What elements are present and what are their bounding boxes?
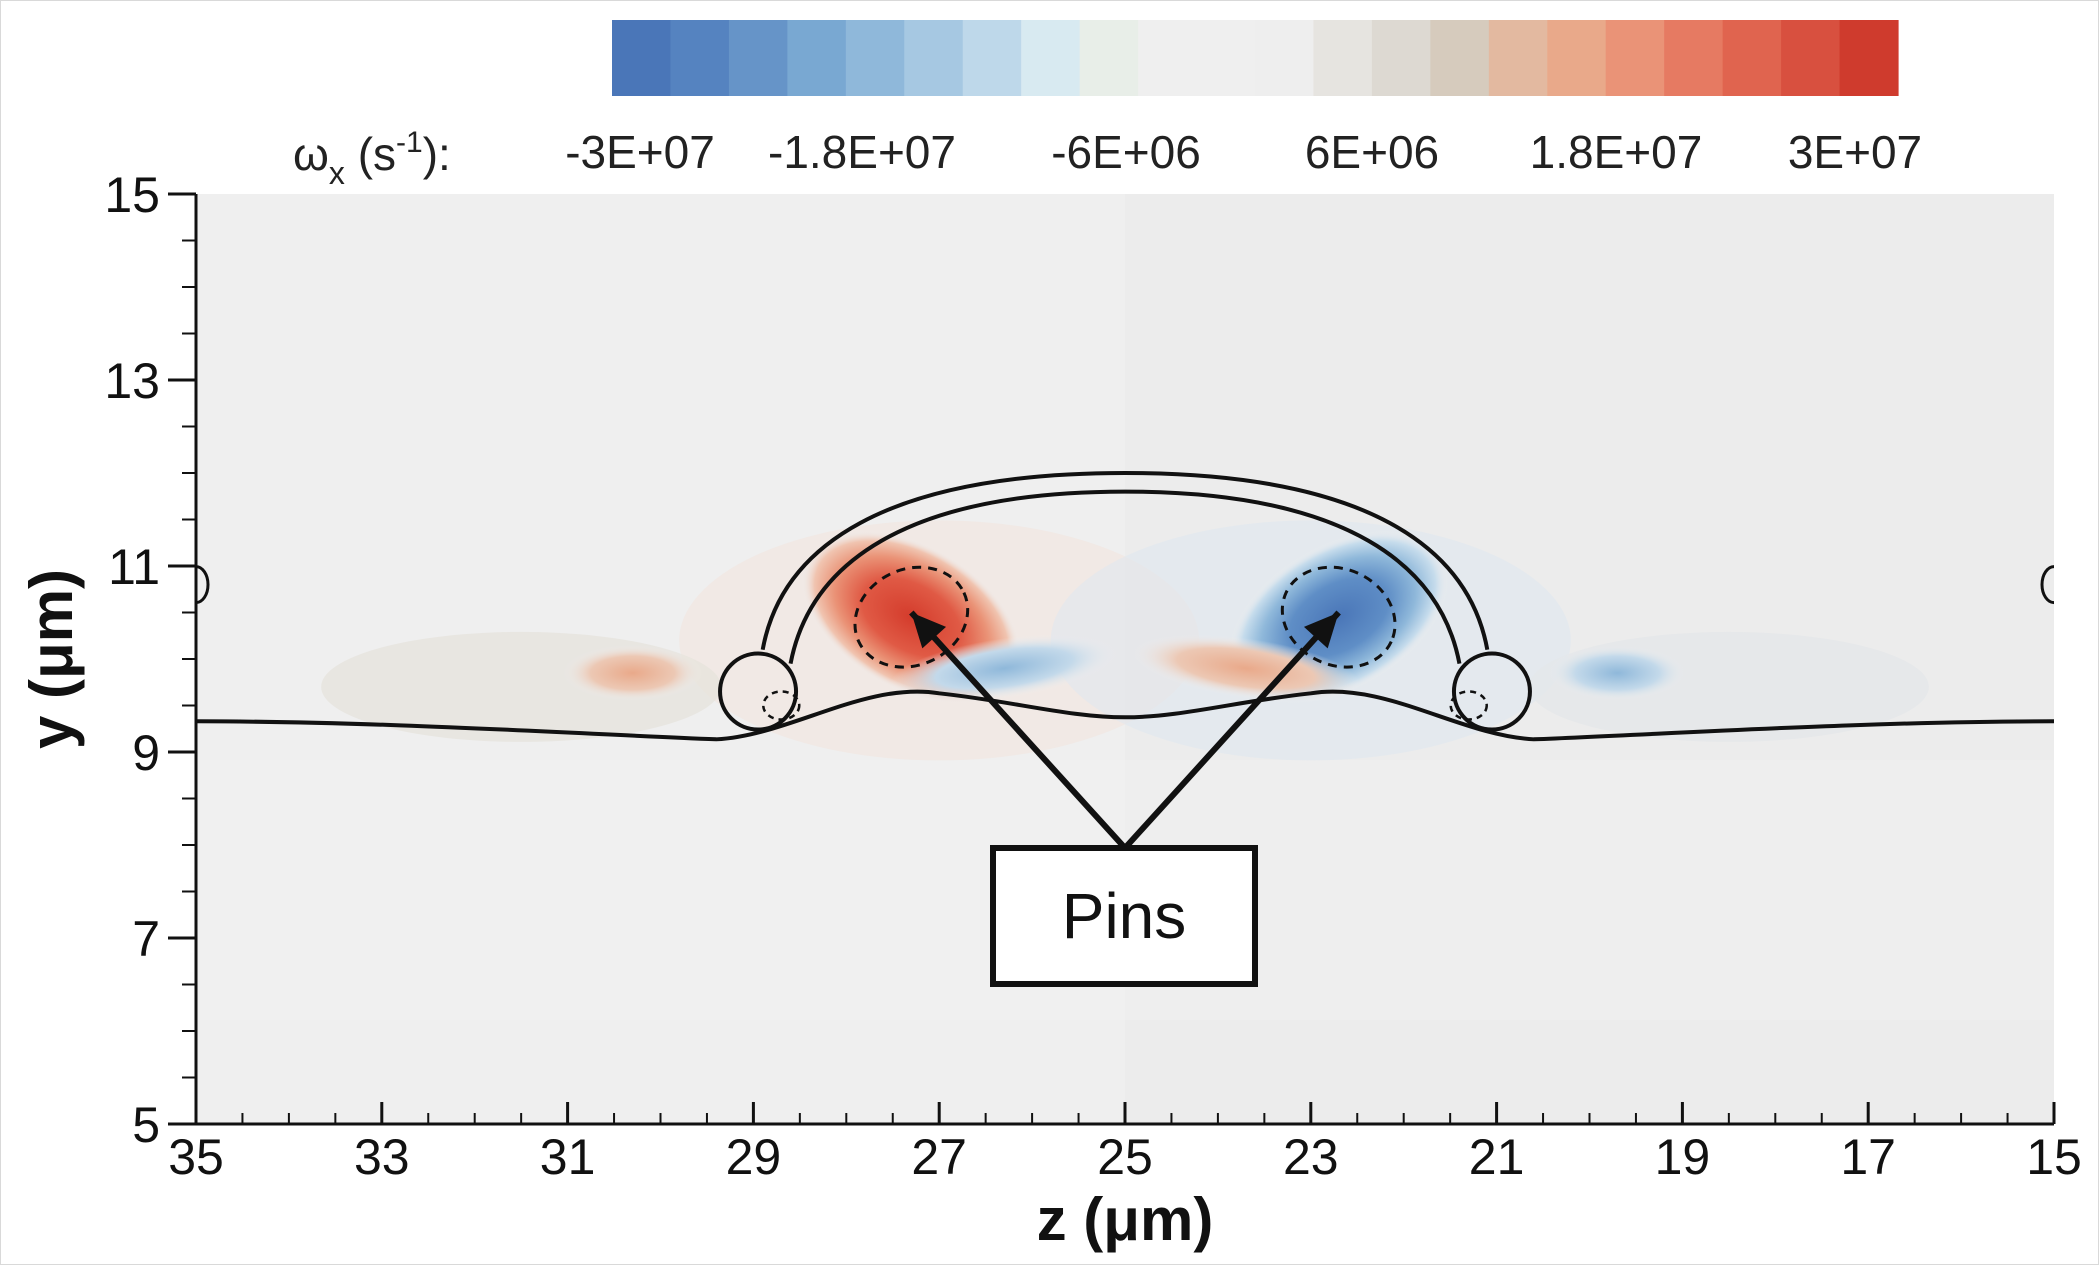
droplet-inner-contour bbox=[788, 489, 1462, 665]
rim-bulb-left bbox=[718, 651, 799, 732]
colorbar bbox=[612, 20, 1899, 96]
x-tick-label: 29 bbox=[726, 1129, 782, 1185]
colorbar-segment bbox=[904, 20, 964, 96]
colorbar-tick-label: -6E+06 bbox=[1051, 126, 1201, 178]
x-tick-label: 23 bbox=[1283, 1129, 1339, 1185]
x-tick-label: 15 bbox=[2026, 1129, 2082, 1185]
x-tick-labels: 35 33 31 29 27 25 23 21 19 17 15 bbox=[168, 1129, 2082, 1185]
vorticity-blob-positive bbox=[562, 644, 703, 701]
colorbar-tick-label: 1.8E+07 bbox=[1530, 126, 1703, 178]
y-tick-label: 13 bbox=[104, 353, 160, 409]
colorbar-segment bbox=[1547, 20, 1607, 96]
pin-dashed-contour bbox=[1280, 565, 1397, 669]
colorbar-segment bbox=[1079, 20, 1139, 96]
colorbar-tick-label: -3E+07 bbox=[565, 126, 715, 178]
y-tick-label: 15 bbox=[104, 167, 160, 223]
colorbar-segment bbox=[787, 20, 847, 96]
colorbar-segment bbox=[1839, 20, 1899, 96]
annotation-arrowhead bbox=[1303, 612, 1339, 649]
colorbar-segment bbox=[612, 20, 672, 96]
colorbar-segment bbox=[1605, 20, 1665, 96]
y-tick-label: 9 bbox=[132, 725, 160, 781]
x-tick-label: 19 bbox=[1655, 1129, 1711, 1185]
x-tick-label: 21 bbox=[1469, 1129, 1525, 1185]
annotation-arrow-line bbox=[1122, 610, 1341, 851]
colorbar-segment bbox=[1781, 20, 1841, 96]
colorbar-tick-label: -1.8E+07 bbox=[768, 126, 956, 178]
colorbar-tick-label: 3E+07 bbox=[1788, 126, 1922, 178]
colorbar-segment bbox=[670, 20, 730, 96]
pins-annotation: Pins bbox=[909, 610, 1341, 987]
x-tick-label: 17 bbox=[1840, 1129, 1896, 1185]
axes bbox=[168, 192, 2056, 1126]
rim-dashed-contour-right bbox=[1449, 690, 1488, 721]
colorbar-segment bbox=[1138, 20, 1198, 96]
colorbar-segment bbox=[1021, 20, 1081, 96]
y-axis-label: y (μm) bbox=[18, 569, 85, 749]
annotation-arrowhead bbox=[911, 612, 947, 649]
x-axis-label: z (μm) bbox=[1037, 1186, 1214, 1253]
colorbar-segment bbox=[962, 20, 1022, 96]
edge-contour-right bbox=[2040, 565, 2054, 605]
colorbar-segment bbox=[728, 20, 788, 96]
annotation-label: Pins bbox=[1062, 880, 1187, 952]
x-tick-label: 27 bbox=[911, 1129, 967, 1185]
colorbar-label: ωx (s-1): bbox=[293, 126, 451, 191]
colorbar-segment bbox=[1488, 20, 1548, 96]
y-tick-label: 11 bbox=[108, 539, 160, 595]
droplet-outer-contour bbox=[760, 470, 1490, 651]
interface-baseline-contour bbox=[196, 689, 2054, 742]
colorbar-segment bbox=[1722, 20, 1782, 96]
colorbar-tick-label: 6E+06 bbox=[1305, 126, 1439, 178]
colorbar-segment bbox=[1313, 20, 1373, 96]
colorbar-segment bbox=[1430, 20, 1490, 96]
annotation-box bbox=[990, 845, 1258, 987]
rim-bulb-right bbox=[1451, 651, 1532, 732]
colorbar-segment bbox=[845, 20, 905, 96]
colorbar-segment bbox=[1196, 20, 1256, 96]
edge-contour-left bbox=[196, 565, 210, 605]
colorbar-tick-labels: -3E+07 -1.8E+07 -6E+06 6E+06 1.8E+07 3E+07 bbox=[565, 126, 1922, 178]
rim-dashed-contour-left bbox=[762, 690, 801, 721]
colorbar-segment bbox=[1664, 20, 1724, 96]
colorbar-segment bbox=[1371, 20, 1431, 96]
y-tick-label: 5 bbox=[132, 1097, 160, 1153]
y-tick-label: 7 bbox=[132, 911, 160, 967]
x-tick-label: 25 bbox=[1097, 1129, 1153, 1185]
y-tick-labels: 5 7 9 11 13 15 bbox=[104, 167, 160, 1153]
x-tick-label: 31 bbox=[540, 1129, 596, 1185]
vorticity-blob-negative bbox=[1547, 644, 1688, 701]
interface-contours bbox=[196, 470, 2054, 742]
x-tick-label: 33 bbox=[354, 1129, 410, 1185]
x-tick-label: 35 bbox=[168, 1129, 224, 1185]
pin-dashed-contour bbox=[853, 565, 970, 669]
colorbar-segment bbox=[1255, 20, 1315, 96]
annotation-arrow-line bbox=[909, 610, 1128, 851]
